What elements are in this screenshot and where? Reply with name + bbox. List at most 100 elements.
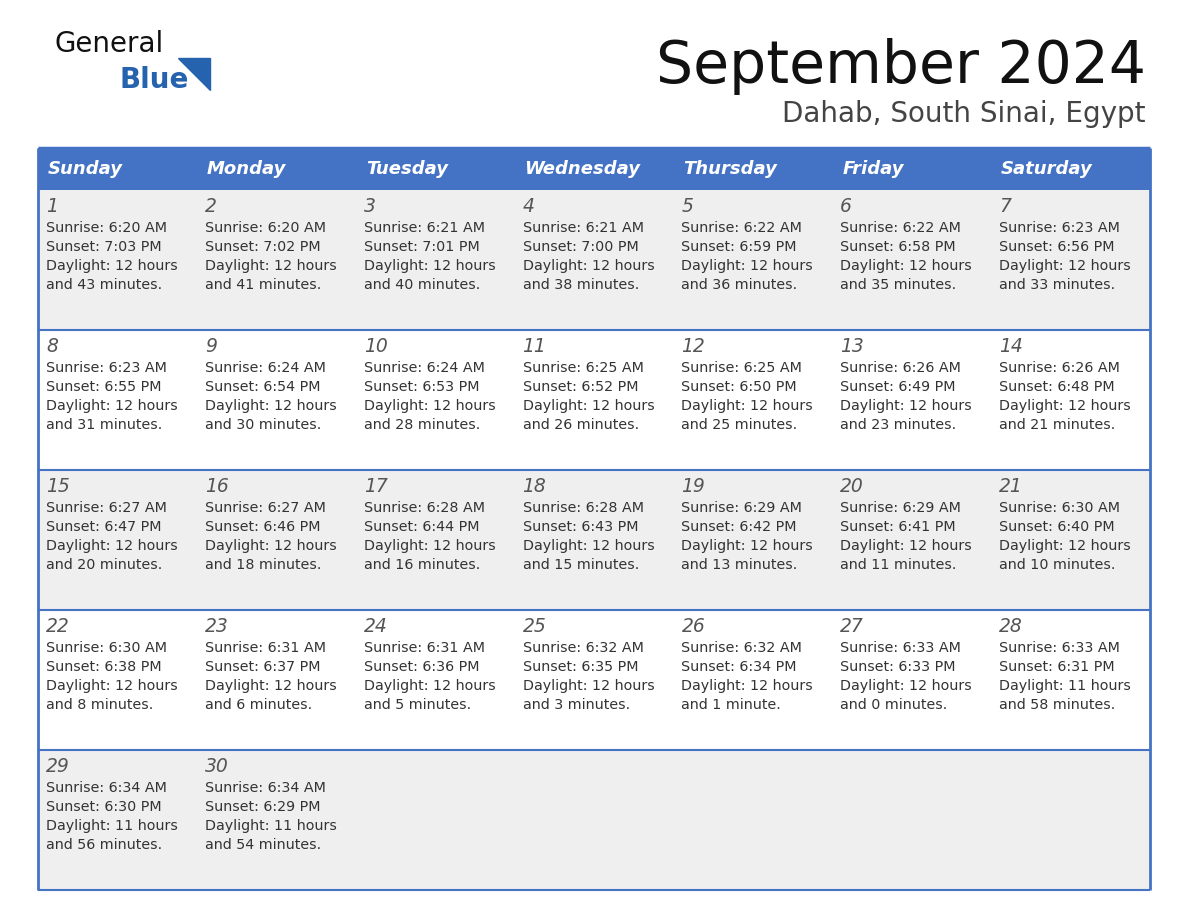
Text: Daylight: 12 hours: Daylight: 12 hours xyxy=(840,679,972,693)
Text: Sunrise: 6:30 AM: Sunrise: 6:30 AM xyxy=(999,501,1120,515)
FancyBboxPatch shape xyxy=(514,190,674,330)
Text: Daylight: 12 hours: Daylight: 12 hours xyxy=(46,259,178,273)
Text: Daylight: 12 hours: Daylight: 12 hours xyxy=(999,539,1131,553)
Text: Sunset: 6:29 PM: Sunset: 6:29 PM xyxy=(204,800,321,814)
Text: 17: 17 xyxy=(364,477,387,496)
Text: 4: 4 xyxy=(523,197,535,216)
Text: 15: 15 xyxy=(46,477,70,496)
FancyBboxPatch shape xyxy=(991,330,1150,470)
FancyBboxPatch shape xyxy=(38,750,197,890)
Text: Sunrise: 6:34 AM: Sunrise: 6:34 AM xyxy=(204,781,326,795)
Text: Monday: Monday xyxy=(207,160,286,178)
Text: Friday: Friday xyxy=(842,160,904,178)
Text: Sunrise: 6:22 AM: Sunrise: 6:22 AM xyxy=(840,221,961,235)
Text: and 23 minutes.: and 23 minutes. xyxy=(840,418,956,432)
Text: 13: 13 xyxy=(840,337,864,356)
Text: Sunset: 6:48 PM: Sunset: 6:48 PM xyxy=(999,380,1114,394)
FancyBboxPatch shape xyxy=(514,330,674,470)
Text: 5: 5 xyxy=(682,197,694,216)
Text: 20: 20 xyxy=(840,477,864,496)
FancyBboxPatch shape xyxy=(674,610,833,750)
FancyBboxPatch shape xyxy=(991,750,1150,890)
Text: Daylight: 12 hours: Daylight: 12 hours xyxy=(523,539,655,553)
Text: Sunset: 6:54 PM: Sunset: 6:54 PM xyxy=(204,380,321,394)
Text: Sunrise: 6:31 AM: Sunrise: 6:31 AM xyxy=(204,641,326,655)
Text: Sunset: 7:02 PM: Sunset: 7:02 PM xyxy=(204,240,321,254)
Text: Daylight: 12 hours: Daylight: 12 hours xyxy=(364,399,495,413)
Text: Sunset: 6:42 PM: Sunset: 6:42 PM xyxy=(682,520,797,534)
Text: Sunset: 6:49 PM: Sunset: 6:49 PM xyxy=(840,380,956,394)
Text: 26: 26 xyxy=(682,617,706,636)
Text: 9: 9 xyxy=(204,337,216,356)
Text: Sunrise: 6:20 AM: Sunrise: 6:20 AM xyxy=(204,221,326,235)
Text: Sunset: 6:46 PM: Sunset: 6:46 PM xyxy=(204,520,321,534)
Text: 28: 28 xyxy=(999,617,1023,636)
Text: Sunset: 6:35 PM: Sunset: 6:35 PM xyxy=(523,660,638,674)
Text: Daylight: 12 hours: Daylight: 12 hours xyxy=(682,399,813,413)
Text: Daylight: 12 hours: Daylight: 12 hours xyxy=(523,679,655,693)
Text: Sunrise: 6:28 AM: Sunrise: 6:28 AM xyxy=(364,501,485,515)
Text: Daylight: 12 hours: Daylight: 12 hours xyxy=(840,539,972,553)
FancyBboxPatch shape xyxy=(674,330,833,470)
Text: 22: 22 xyxy=(46,617,70,636)
Text: and 41 minutes.: and 41 minutes. xyxy=(204,278,321,292)
FancyBboxPatch shape xyxy=(833,750,991,890)
Text: and 54 minutes.: and 54 minutes. xyxy=(204,838,321,852)
Text: Sunset: 6:41 PM: Sunset: 6:41 PM xyxy=(840,520,956,534)
Text: Sunrise: 6:33 AM: Sunrise: 6:33 AM xyxy=(840,641,961,655)
Text: Sunset: 6:33 PM: Sunset: 6:33 PM xyxy=(840,660,956,674)
Text: Daylight: 12 hours: Daylight: 12 hours xyxy=(46,539,178,553)
Text: Daylight: 12 hours: Daylight: 12 hours xyxy=(999,399,1131,413)
Text: 1: 1 xyxy=(46,197,58,216)
Text: Thursday: Thursday xyxy=(683,160,777,178)
Text: 27: 27 xyxy=(840,617,864,636)
Text: and 6 minutes.: and 6 minutes. xyxy=(204,698,312,712)
Text: Tuesday: Tuesday xyxy=(366,160,448,178)
Text: Daylight: 12 hours: Daylight: 12 hours xyxy=(682,679,813,693)
FancyBboxPatch shape xyxy=(514,750,674,890)
FancyBboxPatch shape xyxy=(833,330,991,470)
FancyBboxPatch shape xyxy=(197,330,355,470)
FancyBboxPatch shape xyxy=(197,470,355,610)
Text: and 10 minutes.: and 10 minutes. xyxy=(999,558,1116,572)
Text: Sunrise: 6:29 AM: Sunrise: 6:29 AM xyxy=(840,501,961,515)
Text: General: General xyxy=(55,30,164,58)
FancyBboxPatch shape xyxy=(833,470,991,610)
Text: Sunset: 6:53 PM: Sunset: 6:53 PM xyxy=(364,380,479,394)
Text: 18: 18 xyxy=(523,477,546,496)
Text: Daylight: 12 hours: Daylight: 12 hours xyxy=(682,539,813,553)
Text: Sunset: 6:31 PM: Sunset: 6:31 PM xyxy=(999,660,1114,674)
Text: 29: 29 xyxy=(46,757,70,776)
FancyBboxPatch shape xyxy=(674,148,833,190)
FancyBboxPatch shape xyxy=(38,330,197,470)
Text: Sunset: 6:55 PM: Sunset: 6:55 PM xyxy=(46,380,162,394)
Text: Sunset: 6:44 PM: Sunset: 6:44 PM xyxy=(364,520,479,534)
Text: 7: 7 xyxy=(999,197,1011,216)
Text: and 33 minutes.: and 33 minutes. xyxy=(999,278,1116,292)
Text: and 18 minutes.: and 18 minutes. xyxy=(204,558,321,572)
FancyBboxPatch shape xyxy=(833,148,991,190)
FancyBboxPatch shape xyxy=(38,148,197,190)
Text: Sunrise: 6:27 AM: Sunrise: 6:27 AM xyxy=(46,501,166,515)
FancyBboxPatch shape xyxy=(197,610,355,750)
Text: Daylight: 12 hours: Daylight: 12 hours xyxy=(364,539,495,553)
Text: Sunrise: 6:29 AM: Sunrise: 6:29 AM xyxy=(682,501,802,515)
Text: September 2024: September 2024 xyxy=(656,38,1146,95)
Text: Sunrise: 6:21 AM: Sunrise: 6:21 AM xyxy=(364,221,485,235)
FancyBboxPatch shape xyxy=(355,330,514,470)
Text: Daylight: 12 hours: Daylight: 12 hours xyxy=(46,399,178,413)
Text: Sunset: 6:43 PM: Sunset: 6:43 PM xyxy=(523,520,638,534)
Text: Sunset: 6:59 PM: Sunset: 6:59 PM xyxy=(682,240,797,254)
Text: and 5 minutes.: and 5 minutes. xyxy=(364,698,470,712)
FancyBboxPatch shape xyxy=(38,610,197,750)
Text: 6: 6 xyxy=(840,197,852,216)
Text: Sunrise: 6:26 AM: Sunrise: 6:26 AM xyxy=(999,361,1120,375)
FancyBboxPatch shape xyxy=(514,470,674,610)
Text: and 1 minute.: and 1 minute. xyxy=(682,698,782,712)
Text: Sunrise: 6:21 AM: Sunrise: 6:21 AM xyxy=(523,221,644,235)
Text: and 30 minutes.: and 30 minutes. xyxy=(204,418,321,432)
FancyBboxPatch shape xyxy=(355,190,514,330)
Text: 16: 16 xyxy=(204,477,228,496)
Text: Sunset: 6:47 PM: Sunset: 6:47 PM xyxy=(46,520,162,534)
FancyBboxPatch shape xyxy=(833,610,991,750)
